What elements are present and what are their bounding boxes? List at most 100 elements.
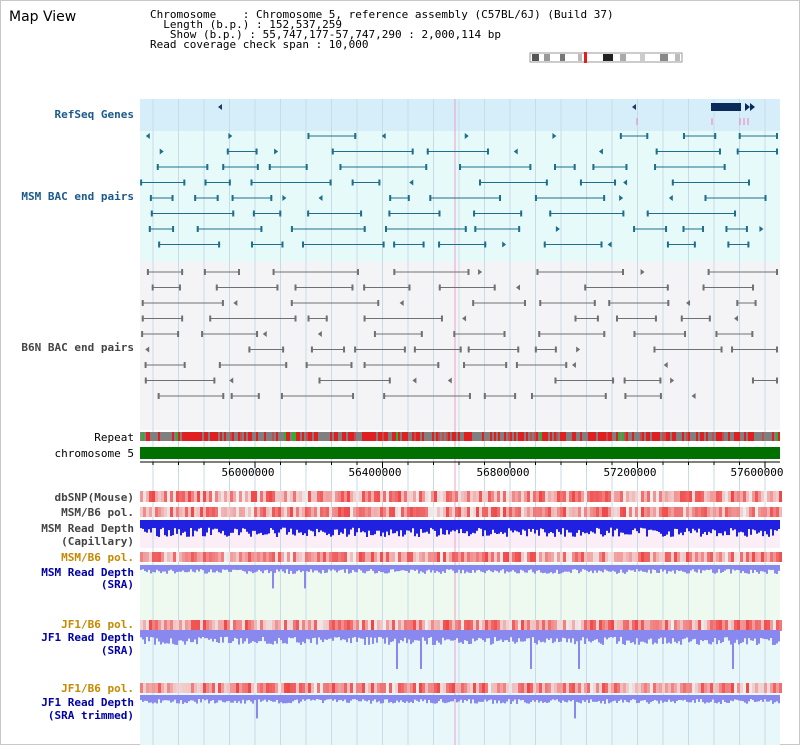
msm-b6-pol-1-cell [254,507,257,517]
msm-depth-sra-bar [474,565,476,573]
msm-b6-pol-2-cell [425,552,428,562]
msm-b6-pol-2-cell [167,552,170,562]
repeat-block [348,432,350,441]
b6n-bac-end-arrow [686,300,691,306]
track-label-jf1-depth-trim[interactable]: JF1 Read Depth [41,696,134,709]
jf1-depth-sra-bar [524,630,526,642]
jf1-depth-trim-bar [770,695,772,701]
msm-depth-capillary-bar [648,520,650,530]
jf1-depth-sra-bar [710,630,712,645]
jf1-depth-sra-bar [730,630,732,645]
jf1-b6-pol-2-cell [710,683,713,693]
msm-depth-capillary-bar [308,520,310,530]
jf1-depth-trim-bar [454,695,456,700]
b6n-bac-end-marker [363,284,366,291]
msm-b6-pol-1-cell [344,507,347,517]
jf1-depth-sra-bar [304,630,306,644]
b6n-bac-end-marker [177,331,180,337]
jf1-depth-trim-bar [748,695,750,702]
jf1-depth-sra-bar [384,630,386,644]
msm-b6-pol-1-cell [575,507,578,517]
jf1-depth-sra-bar [620,630,622,637]
track-label-jf1-b6-pol-2[interactable]: JF1/B6 pol. [61,682,134,695]
dbsnp-cell [656,491,659,502]
msm-depth-sra-bar [560,565,562,574]
msm-bac-end-marker [736,148,739,155]
msm-depth-capillary-bar [222,520,224,531]
jf1-depth-trim-bar [220,695,222,701]
msm-b6-pol-2-cell [695,552,698,562]
jf1-depth-trim-bar [660,695,662,701]
msm-depth-sra-bar [446,565,448,570]
repeat-block [514,432,516,441]
track-label-b6n-bac[interactable]: B6N BAC end pairs [21,341,134,354]
jf1-depth-sra-bar [552,630,554,644]
msm-depth-capillary-bar [450,520,452,532]
jf1-depth-sra-bar [776,630,778,644]
jf1-b6-pol-2-cell [608,683,611,693]
repeat-block [426,432,428,441]
msm-depth-capillary-bar [258,520,260,534]
msm-bac-end-marker [702,226,705,232]
track-label-jf1-b6-pol-1[interactable]: JF1/B6 pol. [61,618,134,631]
track-label-dbsnp[interactable]: dbSNP(Mouse) [54,491,134,504]
jf1-b6-pol-1-cell [464,620,467,631]
jf1-depth-trim-bar [588,695,590,703]
msm-b6-pol-1-cell [737,507,740,517]
msm-bac-end-marker [255,148,258,155]
msm-depth-capillary-bar [686,520,688,529]
jf1-b6-pol-1-cell [329,620,332,631]
jf1-b6-pol-1-cell [485,620,488,631]
jf1-b6-pol-1-cell [458,620,461,631]
dbsnp-cell [254,491,257,502]
jf1-depth-sra-bar [480,630,482,639]
jf1-depth-trim-bar [552,695,554,700]
jf1-b6-pol-2-cell [350,683,353,693]
b6n-bac-end-marker [554,377,557,384]
jf1-depth-trim-bar [354,695,356,700]
jf1-depth-sra-bar [778,630,780,642]
repeat-block [382,432,384,441]
jf1-depth-trim-bar [196,695,198,704]
msm-b6-pol-2-cell [401,552,404,562]
jf1-b6-pol-1-cell [296,620,299,631]
msm-depth-sra-bar [764,565,766,573]
jf1-depth-trim-bar [292,695,294,702]
jf1-depth-trim-bar [416,695,418,701]
msm-depth-sra-bar [622,565,624,573]
track-label-msm-b6-pol-2[interactable]: MSM/B6 pol. [61,551,134,564]
dbsnp-cell [416,491,419,502]
msm-b6-pol-1-cell [632,507,635,517]
track-label-jf1-depth-sra[interactable]: JF1 Read Depth [41,631,134,644]
jf1-depth-sra-bar [248,630,250,644]
msm-b6-pol-1-cell [143,507,146,517]
repeat-block [320,432,322,441]
msm-depth-capillary-bar [160,520,162,530]
msm-depth-capillary-bar [560,520,562,535]
dbsnp-cell [143,491,146,502]
msm-b6-pol-1-cell [578,507,581,517]
repeat-block [528,432,530,441]
track-label-msm-bac[interactable]: MSM BAC end pairs [21,190,134,203]
msm-depth-capillary-bar [748,520,750,530]
b6n-bac-end-marker [467,269,470,275]
dbsnp-cell [728,491,731,502]
track-label-msm-b6-pol-1[interactable]: MSM/B6 pol. [61,506,134,519]
track-label-refseq[interactable]: RefSeq Genes [54,108,134,121]
jf1-depth-trim-bar [764,695,766,700]
msm-depth-sra-bar [650,565,652,574]
msm-depth-capillary-bar [156,520,158,537]
jf1-b6-pol-1-cell [647,620,650,631]
msm-depth-capillary-bar [712,520,714,530]
repeat-block [618,432,620,441]
jf1-b6-pol-1-cell [620,620,623,631]
track-label-msm-depth-cap[interactable]: MSM Read Depth [41,522,134,535]
jf1-b6-pol-2-cell [428,683,431,693]
msm-b6-pol-1-cell [482,507,485,517]
repeat-block [524,432,526,441]
jf1-b6-pol-1-cell [395,620,398,631]
jf1-depth-trim-bar [564,695,566,702]
track-label-msm-depth-sra[interactable]: MSM Read Depth [41,566,134,579]
msm-depth-sra-bar [406,565,408,572]
